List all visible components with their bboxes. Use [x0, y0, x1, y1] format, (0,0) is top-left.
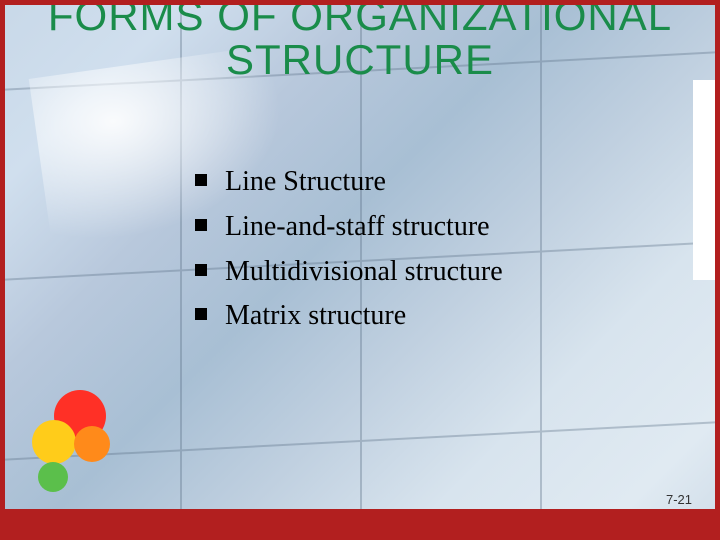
- list-item: Line Structure: [195, 160, 503, 205]
- list-item: Line-and-staff structure: [195, 205, 503, 250]
- decoration-dot: [38, 462, 68, 492]
- list-item-text: Line Structure: [225, 166, 386, 197]
- title-line-1: FORMS OF ORGANIZATIONAL: [48, 0, 672, 39]
- list-item: Multidivisional structure: [195, 250, 503, 295]
- bullet-list: Line Structure Line-and-staff structure …: [195, 160, 503, 339]
- slide-title: FORMS OF ORGANIZATIONAL STRUCTURE: [0, 0, 720, 82]
- bottom-red-bar: [5, 509, 715, 535]
- list-item-text: Multidivisional structure: [225, 256, 503, 287]
- decoration-dot: [74, 426, 110, 462]
- title-line-2: STRUCTURE: [226, 36, 494, 83]
- list-item: Matrix structure: [195, 294, 503, 339]
- list-item-text: Matrix structure: [225, 300, 406, 331]
- right-white-strip: [693, 80, 715, 280]
- page-number: 7-21: [666, 492, 692, 507]
- decoration-dot: [32, 420, 76, 464]
- list-item-text: Line-and-staff structure: [225, 211, 490, 242]
